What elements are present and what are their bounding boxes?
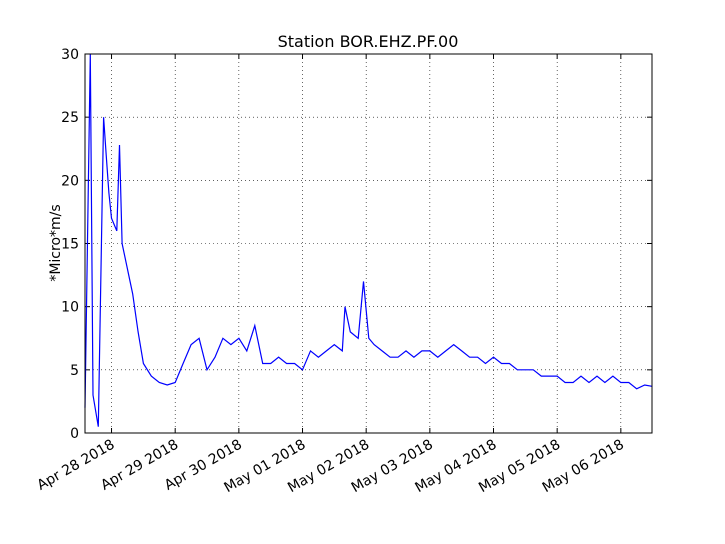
y-tick-label: 25	[61, 110, 79, 126]
y-tick-label: 5	[70, 363, 79, 379]
y-tick-label: 10	[61, 300, 79, 316]
y-tick-label: 0	[70, 426, 79, 442]
chart-title: Station BOR.EHZ.PF.00	[278, 32, 459, 51]
y-tick-label: 30	[61, 47, 79, 63]
plot-frame	[84, 53, 653, 434]
y-tick-label: 20	[61, 173, 79, 189]
y-tick-label: 15	[61, 237, 79, 253]
line	[84, 53, 653, 427]
y-axis-label: *Micro*m/s	[48, 204, 64, 281]
